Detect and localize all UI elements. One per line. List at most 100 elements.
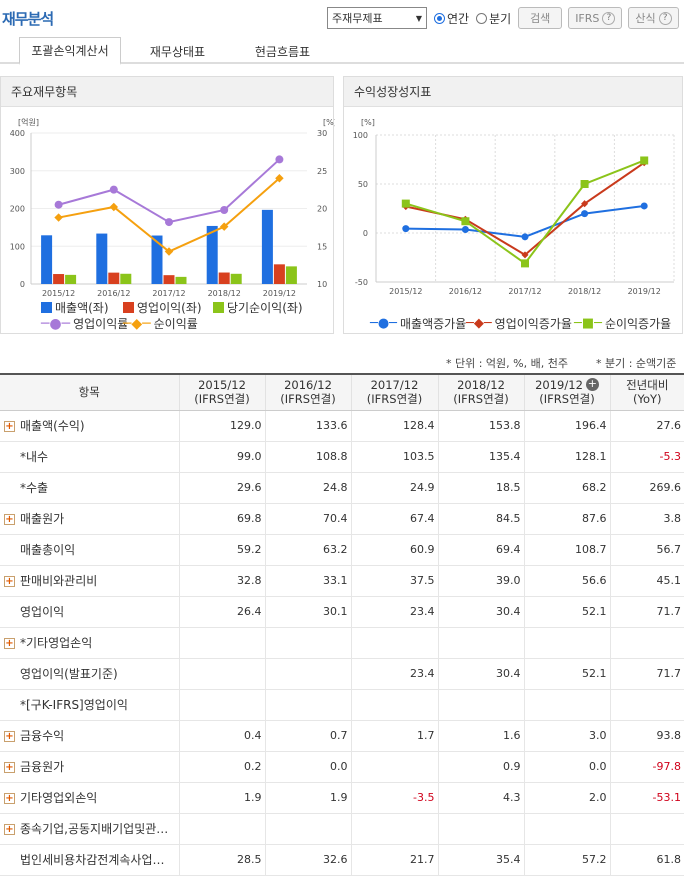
growth-title: 수익성장성지표 xyxy=(344,77,682,107)
value-cell: 24.9 xyxy=(351,472,439,504)
row-label-cell[interactable]: + 금융수익 xyxy=(0,720,180,752)
value-cell: 0.7 xyxy=(265,720,352,752)
row-label: *수출 xyxy=(20,481,49,495)
row-label: 영업이익(발표기준) xyxy=(20,667,118,681)
y-tick-label: 0 xyxy=(363,229,368,238)
question-icon: ? xyxy=(658,11,672,25)
legend-swatch xyxy=(41,302,52,313)
quarter-radio[interactable]: 분기 xyxy=(476,10,511,27)
legend-label: 매출액증가율 xyxy=(400,317,467,331)
yoy-cell: 61.8 xyxy=(610,844,684,876)
bar-operating-income xyxy=(53,274,65,284)
value-cell xyxy=(351,751,439,783)
basis-label: (IFRS연결) xyxy=(453,392,509,407)
point-operating-margin xyxy=(220,206,229,215)
point-revenue-growth xyxy=(581,210,589,218)
year-header: 2019/12 + (IFRS연결) xyxy=(524,373,611,411)
point-net-income-growth xyxy=(580,180,589,188)
yoy-cell: -53.1 xyxy=(610,782,684,814)
expand-plus-icon[interactable]: + xyxy=(4,638,15,649)
expand-plus-icon[interactable]: + xyxy=(4,514,15,525)
legend-marker-icon: ─●─ xyxy=(370,316,397,331)
value-cell: 33.1 xyxy=(265,565,352,597)
value-cell: 23.4 xyxy=(351,658,439,690)
value-cell: 153.8 xyxy=(438,410,525,442)
chevron-down-icon: ▼ xyxy=(415,13,422,23)
x-tick-label: 2017/12 xyxy=(508,287,541,296)
point-revenue-growth xyxy=(461,225,469,233)
value-cell: 108.8 xyxy=(265,441,352,473)
legend-op-income-growth: ─◆─ 영업이익증가율 xyxy=(466,315,572,332)
row-label-cell[interactable]: + 기타영업외손익 xyxy=(0,782,180,814)
value-cell: 2.0 xyxy=(524,782,611,814)
row-label-cell[interactable]: + 금융원가 xyxy=(0,751,180,783)
legend-operating-income: 영업이익(좌) xyxy=(123,299,202,316)
legend-label: 영업이익률 xyxy=(73,317,129,331)
expand-plus-icon[interactable]: + xyxy=(4,576,15,587)
bar-operating-income xyxy=(218,272,230,284)
value-cell: 26.4 xyxy=(179,596,266,628)
tab-income-statement[interactable]: 포괄손익계산서 xyxy=(19,37,121,65)
value-cell: 69.4 xyxy=(438,534,525,566)
table-row: + 매출원가 69.8 70.4 67.4 84.5 87.6 3.8 xyxy=(0,503,684,535)
legend-label: 영업이익증가율 xyxy=(494,317,572,331)
expand-plus-icon[interactable]: + xyxy=(4,731,15,742)
yoy-cell: 56.7 xyxy=(610,534,684,566)
y2-tick-label: 25 xyxy=(317,167,327,176)
formula-help-button[interactable]: 산식 ? xyxy=(628,7,679,29)
table-row: 매출총이익 59.2 63.2 60.9 69.4 108.7 56.7 xyxy=(0,534,684,566)
annual-radio[interactable]: 연간 xyxy=(434,10,469,27)
x-tick-label: 2016/12 xyxy=(449,287,482,296)
legend-operating-margin: ─●─ 영업이익률 xyxy=(41,315,128,332)
line-revenue-growth xyxy=(405,204,645,238)
row-label-cell[interactable]: + *기타영업손익 xyxy=(0,627,180,659)
annual-label: 연간 xyxy=(447,11,470,26)
x-tick-label: 2019/12 xyxy=(263,289,296,298)
tab-balance-sheet[interactable]: 재무상태표 xyxy=(149,44,206,59)
value-cell: 68.2 xyxy=(524,472,611,504)
table-row: *수출 29.6 24.8 24.9 18.5 68.2 269.6 xyxy=(0,472,684,504)
tab-cash-flow[interactable]: 현금흐름표 xyxy=(254,44,311,59)
ifrs-label: IFRS xyxy=(575,11,600,25)
point-net-margin xyxy=(54,213,63,222)
add-column-icon[interactable]: + xyxy=(585,377,599,392)
row-label-cell[interactable]: + 종속기업,공동지배기업및관… xyxy=(0,813,180,845)
value-cell: 1.6 xyxy=(438,720,525,752)
value-cell: 21.7 xyxy=(351,844,439,876)
value-cell xyxy=(265,658,352,690)
point-net-margin xyxy=(109,202,119,212)
search-button[interactable]: 검색 xyxy=(518,7,563,29)
row-label: 종속기업,공동지배기업및관… xyxy=(20,822,169,836)
toolbar: 주재무제표 ▼ 연간 분기 검색 IFRS ? 산식 ? xyxy=(327,6,679,30)
value-cell: 52.1 xyxy=(524,658,611,690)
row-label-cell[interactable]: + 매출원가 xyxy=(0,503,180,535)
expand-plus-icon[interactable]: + xyxy=(4,762,15,773)
value-cell xyxy=(179,658,266,690)
row-label-cell[interactable]: + 매출액(수익) xyxy=(0,410,180,442)
value-cell: 99.0 xyxy=(179,441,266,473)
value-cell: 84.5 xyxy=(438,503,525,535)
x-tick-label: 2018/12 xyxy=(568,287,601,296)
row-label-cell[interactable]: + 판매비와관리비 xyxy=(0,565,180,597)
value-cell xyxy=(438,689,525,721)
report-type-select[interactable]: 주재무제표 ▼ xyxy=(327,7,427,29)
point-net-margin xyxy=(164,247,174,256)
table-row: 영업이익 26.4 30.1 23.4 30.4 52.1 71.7 xyxy=(0,596,684,628)
value-cell: 108.7 xyxy=(524,534,611,566)
expand-plus-icon[interactable]: + xyxy=(4,824,15,835)
value-cell: 0.2 xyxy=(179,751,266,783)
bar-revenue xyxy=(151,235,163,284)
value-cell: 52.1 xyxy=(524,596,611,628)
key-financials-panel: 주요재무항목 [억원] [%] 400 300 200 100 0 30 25 20 15 10 2… xyxy=(0,76,335,334)
bar-net-income xyxy=(175,276,187,284)
formula-label: 산식 xyxy=(635,12,656,25)
expand-plus-icon[interactable]: + xyxy=(4,421,15,432)
ifrs-help-button[interactable]: IFRS ? xyxy=(568,7,623,29)
value-cell: 35.4 xyxy=(438,844,525,876)
x-tick-label: 2017/12 xyxy=(152,289,185,298)
y1-tick-label: 200 xyxy=(10,205,25,214)
point-revenue-growth xyxy=(521,233,529,241)
expand-plus-icon[interactable]: + xyxy=(4,793,15,804)
y-tick-label: -50 xyxy=(355,278,368,287)
row-label-cell: *수출 xyxy=(0,472,180,504)
